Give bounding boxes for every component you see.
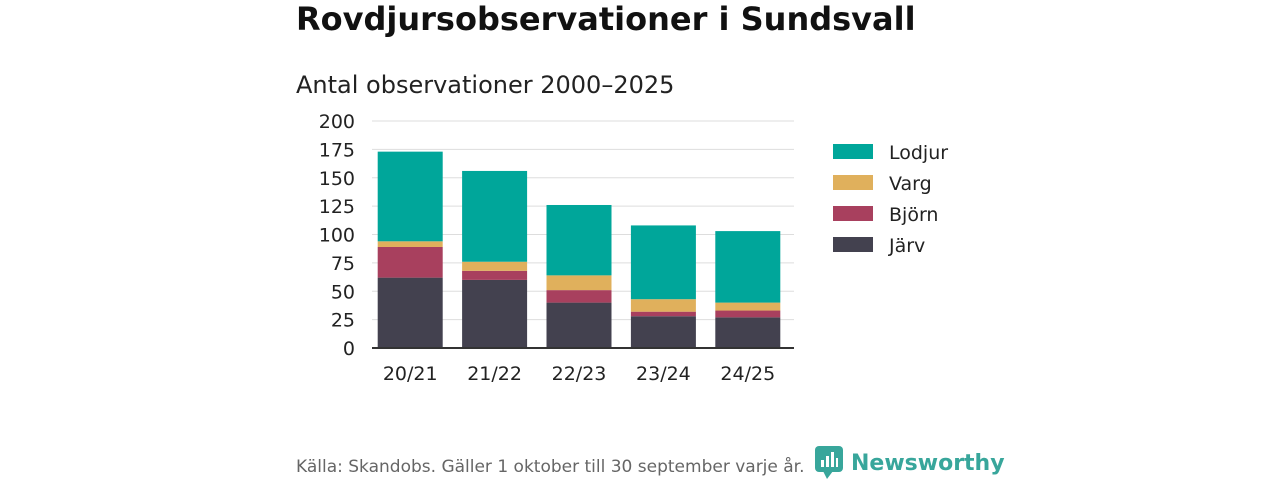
y-tick-label: 100 [319, 225, 355, 247]
newsworthy-logo-icon [815, 446, 843, 479]
bar-segment-varg [630, 299, 696, 312]
bar-segment-lodjur [546, 204, 612, 276]
bar-segment-järv [630, 316, 696, 348]
bar-segment-varg [462, 261, 528, 271]
y-tick-label: 75 [331, 253, 355, 275]
bars [377, 151, 781, 348]
legend-label-björn: Björn [889, 204, 938, 226]
bar-segment-varg [377, 241, 443, 247]
brand-logo: Newsworthy [815, 446, 1005, 480]
legend-swatch-järv [833, 237, 873, 252]
y-tick-label: 25 [331, 310, 355, 332]
bar-segment-björn [715, 310, 781, 318]
x-tick-label: 22/23 [552, 363, 607, 385]
y-tick-label: 0 [343, 338, 355, 360]
x-tick-label: 20/21 [383, 363, 438, 385]
legend-swatch-varg [833, 175, 873, 190]
brand-name: Newsworthy [851, 450, 1005, 476]
bar-segment-varg [715, 302, 781, 311]
y-axis-ticks: 0 25 50 75 100 125 150 175 200 [319, 111, 355, 360]
bar-segment-björn [462, 270, 528, 280]
bar-segment-järv [546, 302, 612, 348]
y-tick-label: 125 [319, 196, 355, 218]
bar-segment-järv [377, 277, 443, 348]
stacked-bar-chart: 0 25 50 75 100 125 150 175 200 20/21 21/22 22/23 23… [319, 111, 949, 385]
x-tick-label: 23/24 [636, 363, 691, 385]
y-tick-label: 150 [319, 168, 355, 190]
legend-swatch-lodjur [833, 144, 873, 159]
legend-label-varg: Varg [889, 173, 932, 195]
bar-segment-björn [630, 311, 696, 317]
chart-subtitle: Antal observationer 2000–2025 [296, 71, 675, 99]
y-tick-label: 200 [319, 111, 355, 133]
legend-label-järv: Järv [888, 235, 925, 257]
x-tick-label: 24/25 [720, 363, 775, 385]
bar-segment-varg [546, 275, 612, 291]
x-axis-ticks: 20/21 21/22 22/23 23/24 24/25 [383, 363, 775, 385]
legend: Lodjur Varg Björn Järv [833, 142, 948, 257]
legend-label-lodjur: Lodjur [889, 142, 948, 164]
bar-segment-järv [715, 317, 781, 348]
y-tick-label: 175 [319, 139, 355, 161]
source-note: Källa: Skandobs. Gäller 1 oktober till 3… [296, 457, 805, 477]
legend-swatch-björn [833, 206, 873, 221]
bar-segment-björn [546, 290, 612, 303]
chart-title: Rovdjursobservationer i Sundsvall [296, 0, 916, 38]
bar-segment-järv [462, 279, 528, 348]
bar-segment-lodjur [715, 231, 781, 303]
y-tick-label: 50 [331, 281, 355, 303]
bar-segment-lodjur [630, 225, 696, 300]
bar-segment-björn [377, 246, 443, 278]
bar-segment-lodjur [377, 151, 443, 242]
x-tick-label: 21/22 [467, 363, 522, 385]
bar-segment-lodjur [462, 170, 528, 262]
